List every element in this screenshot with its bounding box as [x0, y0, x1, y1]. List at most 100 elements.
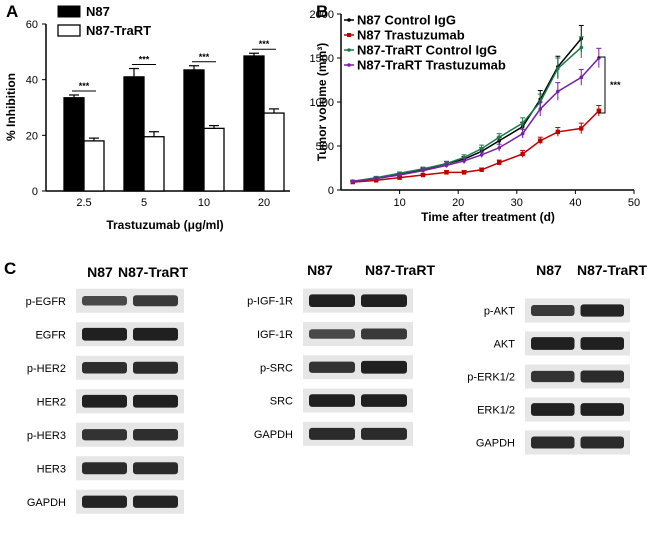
blot-col-header-n87-trart: N87-TraRT — [577, 262, 647, 278]
blot-band — [309, 329, 355, 339]
b-x-tick-label: 40 — [569, 197, 581, 209]
blot-row-label: IGF-1R — [257, 329, 293, 341]
blot-col-header-n87: N87 — [536, 262, 562, 278]
b-point — [374, 176, 378, 181]
blot-group-3: N87 N87-TraRT p-AKT AKT p-ERK1/2 ERK1/2 GAPDH — [467, 262, 647, 455]
blot-row-label: p-HER3 — [27, 430, 66, 442]
western-blot-panel: N87 N87-TraRT p-EGFR EGFR p-HER2 HER2 p-HER3 HE… — [26, 262, 647, 514]
blot-band — [82, 495, 127, 508]
b-significance-bracket — [598, 56, 606, 114]
b-point — [350, 179, 355, 184]
b-y-tick-label: 1500 — [310, 53, 334, 65]
b-point — [497, 160, 502, 165]
b-point — [479, 153, 484, 157]
blot-row-label: p-AKT — [484, 306, 515, 318]
blot-band — [531, 370, 575, 383]
b-x-tick-label: 10 — [393, 197, 405, 209]
b-legend-label: N87-TraRT Trastuzumab — [357, 58, 506, 73]
blot-band — [133, 394, 178, 408]
a-bar-n87-trart — [203, 127, 225, 192]
blot-col-header-n87: N87 — [87, 264, 113, 280]
blot-row-label: p-EGFR — [26, 296, 66, 308]
blot-band — [133, 462, 178, 475]
b-point — [579, 75, 584, 80]
blot-band — [531, 337, 575, 350]
a-legend-swatch-n87 — [57, 5, 81, 18]
a-sig-label: *** — [139, 55, 150, 65]
a-bar-n87 — [123, 76, 145, 192]
b-legend-label: N87 Control IgG — [357, 13, 456, 28]
blot-band — [309, 361, 355, 373]
b-point — [520, 131, 525, 136]
panel-letter-c: C — [4, 259, 16, 278]
a-bar-n87-trart — [263, 112, 285, 192]
blot-row-label: GAPDH — [254, 429, 293, 441]
b-point — [397, 175, 402, 180]
b-point — [556, 66, 560, 71]
b-point — [397, 173, 402, 177]
a-x-tick-label: 10 — [198, 197, 210, 209]
blot-band — [82, 462, 127, 475]
a-legend: N87 N87-TraRT — [57, 4, 151, 38]
blot-band — [133, 495, 178, 508]
blot-row-label: GAPDH — [476, 438, 515, 450]
blot-band — [580, 337, 624, 350]
b-legend-marker — [347, 48, 351, 52]
b-y-tick-label: 500 — [316, 141, 334, 153]
b-point — [421, 168, 425, 173]
b-point — [497, 135, 502, 139]
blot-band — [361, 427, 407, 440]
blot-band — [133, 428, 178, 441]
blot-group-2: N87 N87-TraRT p-IGF-1R IGF-1R p-SRC SRC GAPDH — [247, 262, 435, 446]
a-y-tick-label: 20 — [26, 130, 38, 142]
b-point — [520, 121, 525, 125]
blot-band — [580, 403, 624, 416]
b-x-tick-label: 30 — [511, 197, 523, 209]
b-x-tick-label: 20 — [452, 197, 464, 209]
b-point — [538, 138, 543, 143]
blot-band — [580, 436, 624, 449]
line-chart-tumor-volume: 0 500 1000 1500 2000 10 20 30 40 50 *** Tumor vo… — [310, 9, 641, 224]
a-x-tick-label: 5 — [141, 197, 147, 209]
b-point — [579, 45, 584, 50]
blot-row-label: SRC — [270, 396, 293, 408]
b-y-tick-label: 0 — [328, 185, 334, 197]
b-point — [479, 167, 484, 172]
b-point — [497, 145, 502, 150]
a-sig-label: *** — [259, 39, 270, 49]
a-y-tick-label: 40 — [26, 75, 38, 87]
blot-row-label: ERK1/2 — [477, 405, 515, 417]
blot-band — [82, 327, 127, 341]
b-legend-marker — [347, 33, 351, 37]
blot-band — [531, 305, 575, 316]
blot-col-header-n87: N87 — [307, 262, 333, 278]
a-bar-n87-trart — [83, 140, 105, 192]
b-legend-marker — [347, 63, 351, 67]
blot-row-label: HER2 — [37, 396, 66, 408]
blot-band — [82, 361, 127, 374]
b-point — [461, 170, 467, 175]
blot-row-label: EGFR — [35, 329, 66, 341]
panel-letter-a: A — [6, 2, 18, 21]
b-point — [555, 129, 561, 135]
blot-band — [133, 327, 178, 341]
blot-band — [580, 370, 624, 383]
blot-band — [580, 304, 624, 317]
b-point — [479, 146, 484, 151]
b-y-tick-label: 2000 — [310, 9, 334, 21]
a-x-tick-label: 20 — [258, 197, 270, 209]
a-x-tick-label: 2.5 — [76, 197, 91, 209]
blot-band — [82, 296, 127, 306]
blot-row-label: GAPDH — [27, 497, 66, 509]
b-point — [556, 89, 560, 94]
blot-row-label: p-IGF-1R — [247, 296, 293, 308]
b-series-3 — [350, 47, 602, 184]
blot-row-label: p-ERK1/2 — [467, 372, 515, 384]
a-y-tick-label: 60 — [26, 19, 38, 31]
b-point — [596, 108, 602, 113]
a-bar-n87 — [63, 97, 85, 192]
b-x-axis-title: Time after treatment (d) — [421, 210, 555, 224]
blot-row-label: p-SRC — [260, 362, 293, 374]
